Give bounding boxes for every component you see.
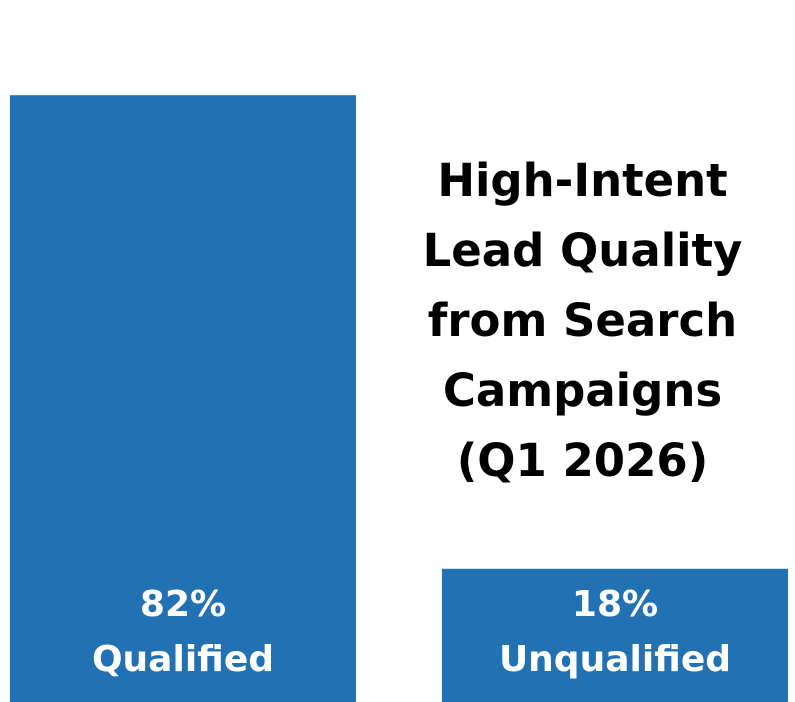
value-label: 18% xyxy=(572,584,658,625)
chart-title: High-Intent Lead Quality from Search Cam… xyxy=(422,154,743,487)
bar xyxy=(10,95,356,702)
value-label: 82% xyxy=(140,584,226,625)
category-label: Unqualified xyxy=(499,639,731,680)
bar xyxy=(442,568,788,702)
category-label: Qualified xyxy=(92,639,274,680)
